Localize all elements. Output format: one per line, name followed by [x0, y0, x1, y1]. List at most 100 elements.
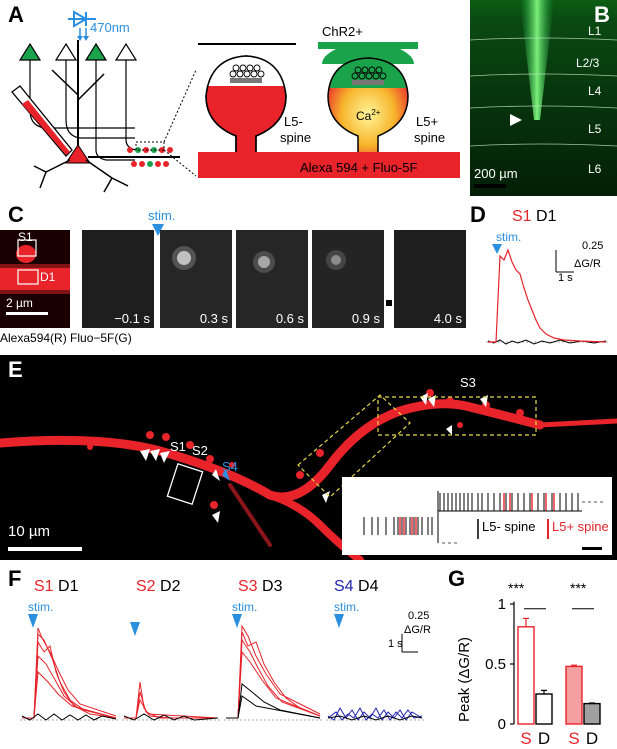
- chr2-neuron-icon: [18, 42, 42, 61]
- stim-arrow-icon: [28, 614, 38, 628]
- f-d2: D2: [160, 578, 181, 595]
- f-d4: D4: [358, 578, 379, 595]
- pipette-icon: [11, 85, 73, 157]
- panel-label-a: A: [8, 2, 24, 27]
- panel-label-f: F: [8, 566, 22, 591]
- scalebar-b-label: 200 µm: [474, 166, 518, 181]
- l5plus-line2: spine: [414, 130, 445, 145]
- g-bar: [517, 626, 535, 725]
- sig-stars-1: ***: [508, 580, 525, 596]
- roi-d1-label: D1: [40, 270, 56, 284]
- g-bar: [583, 702, 601, 725]
- frame-time: 4.0 s: [433, 311, 462, 326]
- neuron-icon: [114, 42, 138, 61]
- frame-time: 0.6 s: [275, 311, 304, 326]
- neuron-icon: [54, 42, 78, 61]
- g-x-label: S: [520, 729, 531, 748]
- chr2-neuron-icon: [84, 42, 108, 61]
- f-stim-4: stim.: [334, 600, 360, 614]
- f-d1: D1: [58, 578, 79, 595]
- panel-label-b: B: [594, 2, 610, 27]
- g-bar: [535, 693, 553, 725]
- layer-l23: L2/3: [576, 56, 600, 70]
- f-s4: S4: [334, 578, 354, 595]
- led-icon: [68, 10, 96, 41]
- layer-l1: L1: [588, 24, 602, 38]
- wavelength-label: 470nm: [90, 20, 130, 35]
- f-scale-y: 0.25: [408, 610, 430, 622]
- f-group-1-title: S1 D1: [34, 578, 78, 596]
- frame-time: 0.9 s: [351, 311, 380, 326]
- spine-schematic: [198, 42, 460, 178]
- f-s1: S1: [34, 578, 54, 595]
- fluo-frame-1: −0.1 s: [82, 230, 154, 328]
- panel-label-e: E: [8, 357, 23, 382]
- f-group-3-title: S3 D3: [238, 578, 282, 596]
- g-y-tick-label: 0: [498, 716, 506, 733]
- spine-label-s2: S2: [192, 443, 208, 458]
- f-stim-1: stim.: [28, 600, 54, 614]
- f-group-4-title: S4 D4: [334, 578, 378, 596]
- stim-arrow-icon: [232, 614, 242, 628]
- f-scale-x: 1 s: [388, 638, 403, 650]
- ca-label: Ca2+: [356, 108, 381, 123]
- f-s3: S3: [238, 578, 258, 595]
- l5minus-line2: spine: [280, 130, 311, 145]
- f-stim-3: stim.: [232, 600, 258, 614]
- stim-arrow-icon: [492, 244, 502, 254]
- stim-label-c: stim.: [148, 208, 176, 223]
- scalebar-c-label: 2 µm: [6, 296, 33, 310]
- l5minus-line1: L5-: [284, 114, 303, 129]
- spine-label-s4: S4: [222, 459, 238, 474]
- sig-stars-2: ***: [570, 580, 587, 596]
- f-group-2-title: S2 D2: [136, 578, 180, 596]
- panel-d-title: S1 D1: [512, 208, 556, 226]
- panel-d-traces: [486, 244, 610, 345]
- panel-a-schematic: 470nm: [11, 10, 460, 193]
- f-s2: S2: [136, 578, 156, 595]
- dye-label: Alexa 594 + Fluo-5F: [300, 160, 417, 175]
- g-x-label: D: [586, 729, 598, 748]
- stim-label-d: stim.: [496, 230, 522, 244]
- fluo-frame-4: 0.9 s: [312, 230, 384, 328]
- scale-y-unit-d: ΔG/R: [574, 258, 601, 270]
- g-y-tick-label: 1: [498, 596, 506, 613]
- chr2-label: ChR2+: [322, 24, 363, 39]
- g-x-label: D: [538, 729, 550, 748]
- panel-e-image: E S1 S2 S4 S3 10 µm L5- spine L5+ spine: [0, 355, 617, 560]
- g-y-tick-label: 0.5: [485, 656, 506, 673]
- panel-f-traces: [20, 614, 424, 721]
- f-scale-y-unit: ΔG/R: [404, 624, 431, 636]
- panel-label-c: C: [8, 202, 24, 227]
- layer-l4: L4: [588, 84, 602, 98]
- f-d3: D3: [262, 578, 283, 595]
- spine-label-s3: S3: [460, 375, 476, 390]
- roi-s1-label: S1: [18, 230, 33, 244]
- spike-raster-inset: L5- spine L5+ spine: [342, 477, 612, 555]
- postsynaptic-neuron: [33, 40, 180, 193]
- frame-time: −0.1 s: [114, 311, 150, 326]
- l5plus-line1: L5+: [416, 114, 438, 129]
- fluo-frame-2: 0.3 s: [160, 230, 232, 328]
- fluo-frame-5: 4.0 s: [394, 230, 466, 328]
- scalebar-e-label: 10 µm: [8, 523, 50, 540]
- legend-l5-plus: L5+ spine: [552, 519, 609, 534]
- panel-label-g: G: [448, 566, 466, 591]
- frame-time: 0.3 s: [199, 311, 228, 326]
- fluo-frame-3: 0.6 s: [236, 230, 308, 328]
- scalebar-b: [474, 184, 506, 188]
- panel-b-image: B L1 L2/3 L4 L5 L6 200 µm: [470, 0, 617, 196]
- scale-x-d: 1 s: [558, 272, 573, 284]
- spine-label-s1: S1: [170, 439, 186, 454]
- stim-arrow-icon: [152, 224, 164, 236]
- scale-y-d: 0.25: [582, 240, 604, 252]
- panel-c-caption: Alexa594(R) Fluo−5F(G): [0, 331, 132, 345]
- g-x-label: S: [568, 729, 579, 748]
- spine-label: S1: [512, 208, 532, 225]
- panel-label-d: D: [470, 202, 486, 227]
- layer-l6: L6: [588, 162, 602, 176]
- layer-l5: L5: [588, 122, 602, 136]
- g-bar: [565, 665, 583, 725]
- alexa-image: S1 D1 2 µm: [0, 230, 70, 328]
